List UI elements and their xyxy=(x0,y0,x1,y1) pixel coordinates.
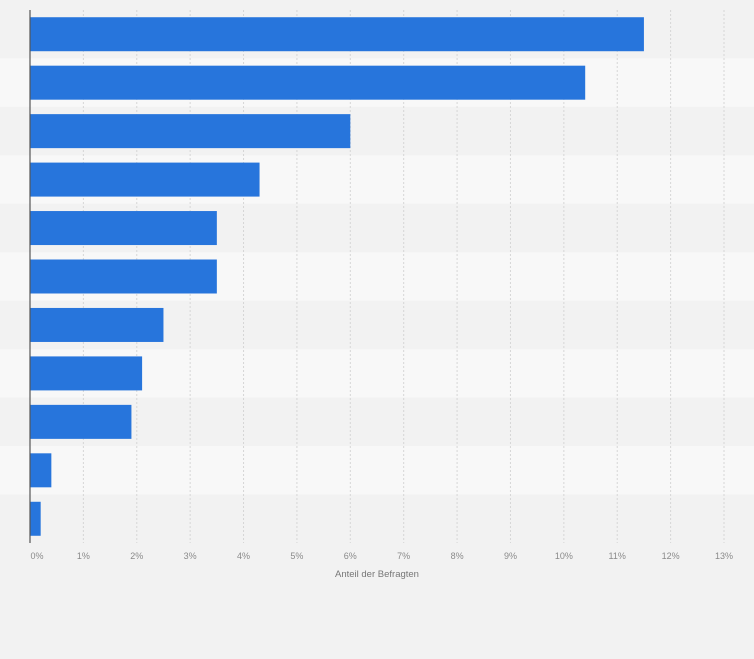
bar[interactable] xyxy=(30,453,52,488)
x-tick-label: 12% xyxy=(662,551,680,561)
x-tick-label: 3% xyxy=(184,551,197,561)
x-tick-label: 2% xyxy=(130,551,143,561)
x-tick-label: 1% xyxy=(77,551,90,561)
row-band xyxy=(0,494,754,543)
x-tick-label: 7% xyxy=(397,551,410,561)
bar[interactable] xyxy=(30,356,143,391)
x-tick-label: 11% xyxy=(609,551,626,561)
x-tick-label: 0% xyxy=(30,551,43,561)
x-axis-label: Anteil der Befragten xyxy=(335,569,419,580)
x-tick-label: 6% xyxy=(344,551,357,561)
bar[interactable] xyxy=(30,211,217,246)
bar[interactable] xyxy=(30,404,132,439)
x-tick-label: 5% xyxy=(290,551,303,561)
bar[interactable] xyxy=(30,114,351,149)
x-tick-label: 13% xyxy=(715,551,733,561)
bar[interactable] xyxy=(30,17,644,52)
x-tick-label: 4% xyxy=(237,551,250,561)
x-tick-label: 9% xyxy=(504,551,517,561)
row-band xyxy=(0,446,754,495)
x-tick-label: 10% xyxy=(555,551,573,561)
bar[interactable] xyxy=(30,501,41,536)
bar[interactable] xyxy=(30,307,164,342)
bar[interactable] xyxy=(30,259,217,294)
bar[interactable] xyxy=(30,65,586,100)
x-tick-label: 8% xyxy=(451,551,464,561)
bar[interactable] xyxy=(30,162,260,197)
